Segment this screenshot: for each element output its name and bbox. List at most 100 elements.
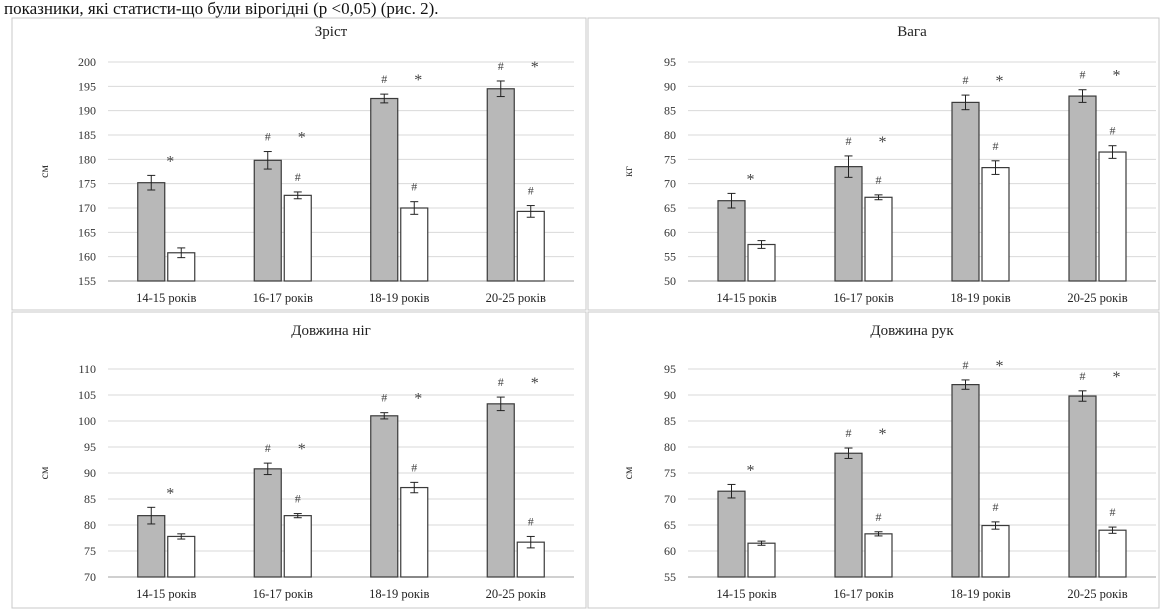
chart-panel-3: 70 75 80 85 90 95 100 105 110 Довжина ніг см 14-15 … xyxy=(11,311,587,609)
marker-hash: # xyxy=(1080,68,1086,82)
marker-asterisk: * xyxy=(298,441,306,458)
bar-2 xyxy=(516,210,545,282)
bar-1 xyxy=(253,468,282,578)
y-tick-label: 185 xyxy=(78,128,96,142)
y-tick-label: 60 xyxy=(664,225,676,239)
bar-1 xyxy=(486,88,515,282)
marker-asterisk: * xyxy=(747,171,755,188)
bar-1 xyxy=(137,182,166,282)
bar-1 xyxy=(1068,95,1097,282)
x-tick-label: 16-17 років xyxy=(253,291,313,305)
y-tick-label: 190 xyxy=(78,104,96,118)
bar-2 xyxy=(864,196,893,282)
y-tick-label: 200 xyxy=(78,55,96,69)
y-tick-label: 105 xyxy=(78,388,96,402)
bar-2 xyxy=(747,243,776,282)
marker-hash: # xyxy=(1110,124,1116,138)
bar-1 xyxy=(951,101,980,282)
marker-asterisk: * xyxy=(996,73,1004,90)
marker-hash: # xyxy=(528,514,534,528)
marker-asterisk: * xyxy=(531,375,539,392)
marker-hash: # xyxy=(381,72,387,86)
bar-1 xyxy=(951,384,980,578)
y-tick-label: 55 xyxy=(664,570,676,584)
y-tick-label: 195 xyxy=(78,79,96,93)
x-tick-label: 16-17 років xyxy=(833,587,893,601)
bar-1 xyxy=(1068,395,1097,578)
y-tick-label: 100 xyxy=(78,414,96,428)
y-tick-label: 90 xyxy=(664,79,676,93)
y-tick-label: 90 xyxy=(84,466,96,480)
chart-title: Зріст xyxy=(315,24,348,40)
marker-hash: # xyxy=(411,180,417,194)
y-tick-label: 85 xyxy=(84,492,96,506)
y-tick-label: 75 xyxy=(664,152,676,166)
x-tick-label: 18-19 років xyxy=(950,587,1010,601)
y-tick-label: 55 xyxy=(664,250,676,264)
y-tick-label: 90 xyxy=(664,388,676,402)
bar-1 xyxy=(717,200,746,282)
bar-2 xyxy=(283,515,312,578)
y-tick-label: 160 xyxy=(78,250,96,264)
bar-1 xyxy=(486,403,515,578)
marker-asterisk: * xyxy=(879,426,887,443)
chart-panel-4: 55 60 65 70 75 80 85 90 95 Довжина рук см 14-15 рок… xyxy=(587,311,1160,609)
chart-panel-1: 155 160 165 170 175 180 185 190 195 200 Зріст см 14-… xyxy=(11,17,587,311)
marker-hash: # xyxy=(411,460,417,474)
y-tick-label: 110 xyxy=(78,362,96,376)
marker-hash: # xyxy=(993,139,999,153)
y-axis-label: см xyxy=(37,165,51,178)
marker-hash: # xyxy=(295,170,301,184)
y-tick-label: 80 xyxy=(664,128,676,142)
bar-1 xyxy=(137,515,166,578)
bar-1 xyxy=(834,452,863,578)
x-tick-label: 14-15 років xyxy=(716,291,776,305)
marker-hash: # xyxy=(963,73,969,87)
bar-1 xyxy=(370,415,399,578)
bar-2 xyxy=(747,542,776,578)
marker-asterisk: * xyxy=(747,462,755,479)
bar-2 xyxy=(864,533,893,578)
y-tick-label: 65 xyxy=(664,518,676,532)
y-tick-label: 50 xyxy=(664,274,676,288)
marker-hash: # xyxy=(381,391,387,405)
chart-title: Довжина ніг xyxy=(291,323,371,339)
y-axis-label: см xyxy=(621,466,635,479)
y-tick-label: 170 xyxy=(78,201,96,215)
marker-hash: # xyxy=(846,134,852,148)
marker-asterisk: * xyxy=(166,485,174,502)
marker-hash: # xyxy=(1110,505,1116,519)
marker-hash: # xyxy=(265,130,271,144)
y-tick-label: 70 xyxy=(84,570,96,584)
y-tick-label: 95 xyxy=(664,55,676,69)
bar-2 xyxy=(981,167,1010,282)
x-tick-label: 20-25 років xyxy=(1067,587,1127,601)
bar-2 xyxy=(283,194,312,282)
marker-hash: # xyxy=(846,426,852,440)
bar-1 xyxy=(717,490,746,578)
y-tick-label: 165 xyxy=(78,225,96,239)
header-text: показники, які статисти-що були вірогідн… xyxy=(4,0,439,18)
marker-asterisk: * xyxy=(531,59,539,76)
marker-hash: # xyxy=(498,375,504,389)
bar-2 xyxy=(1098,529,1127,578)
bar-2 xyxy=(167,535,196,578)
y-tick-label: 75 xyxy=(664,466,676,480)
y-tick-label: 80 xyxy=(84,518,96,532)
bar-1 xyxy=(370,97,399,282)
marker-hash: # xyxy=(1080,369,1086,383)
y-tick-label: 155 xyxy=(78,274,96,288)
y-tick-label: 75 xyxy=(84,544,96,558)
y-axis-label: кг xyxy=(621,166,635,177)
y-tick-label: 60 xyxy=(664,544,676,558)
x-tick-label: 20-25 років xyxy=(486,291,546,305)
y-tick-label: 70 xyxy=(664,492,676,506)
marker-asterisk: * xyxy=(298,130,306,147)
bar-2 xyxy=(981,524,1010,578)
x-tick-label: 20-25 років xyxy=(1067,291,1127,305)
x-tick-label: 14-15 років xyxy=(136,291,196,305)
bar-2 xyxy=(400,207,429,282)
y-tick-label: 175 xyxy=(78,177,96,191)
x-tick-label: 16-17 років xyxy=(253,587,313,601)
